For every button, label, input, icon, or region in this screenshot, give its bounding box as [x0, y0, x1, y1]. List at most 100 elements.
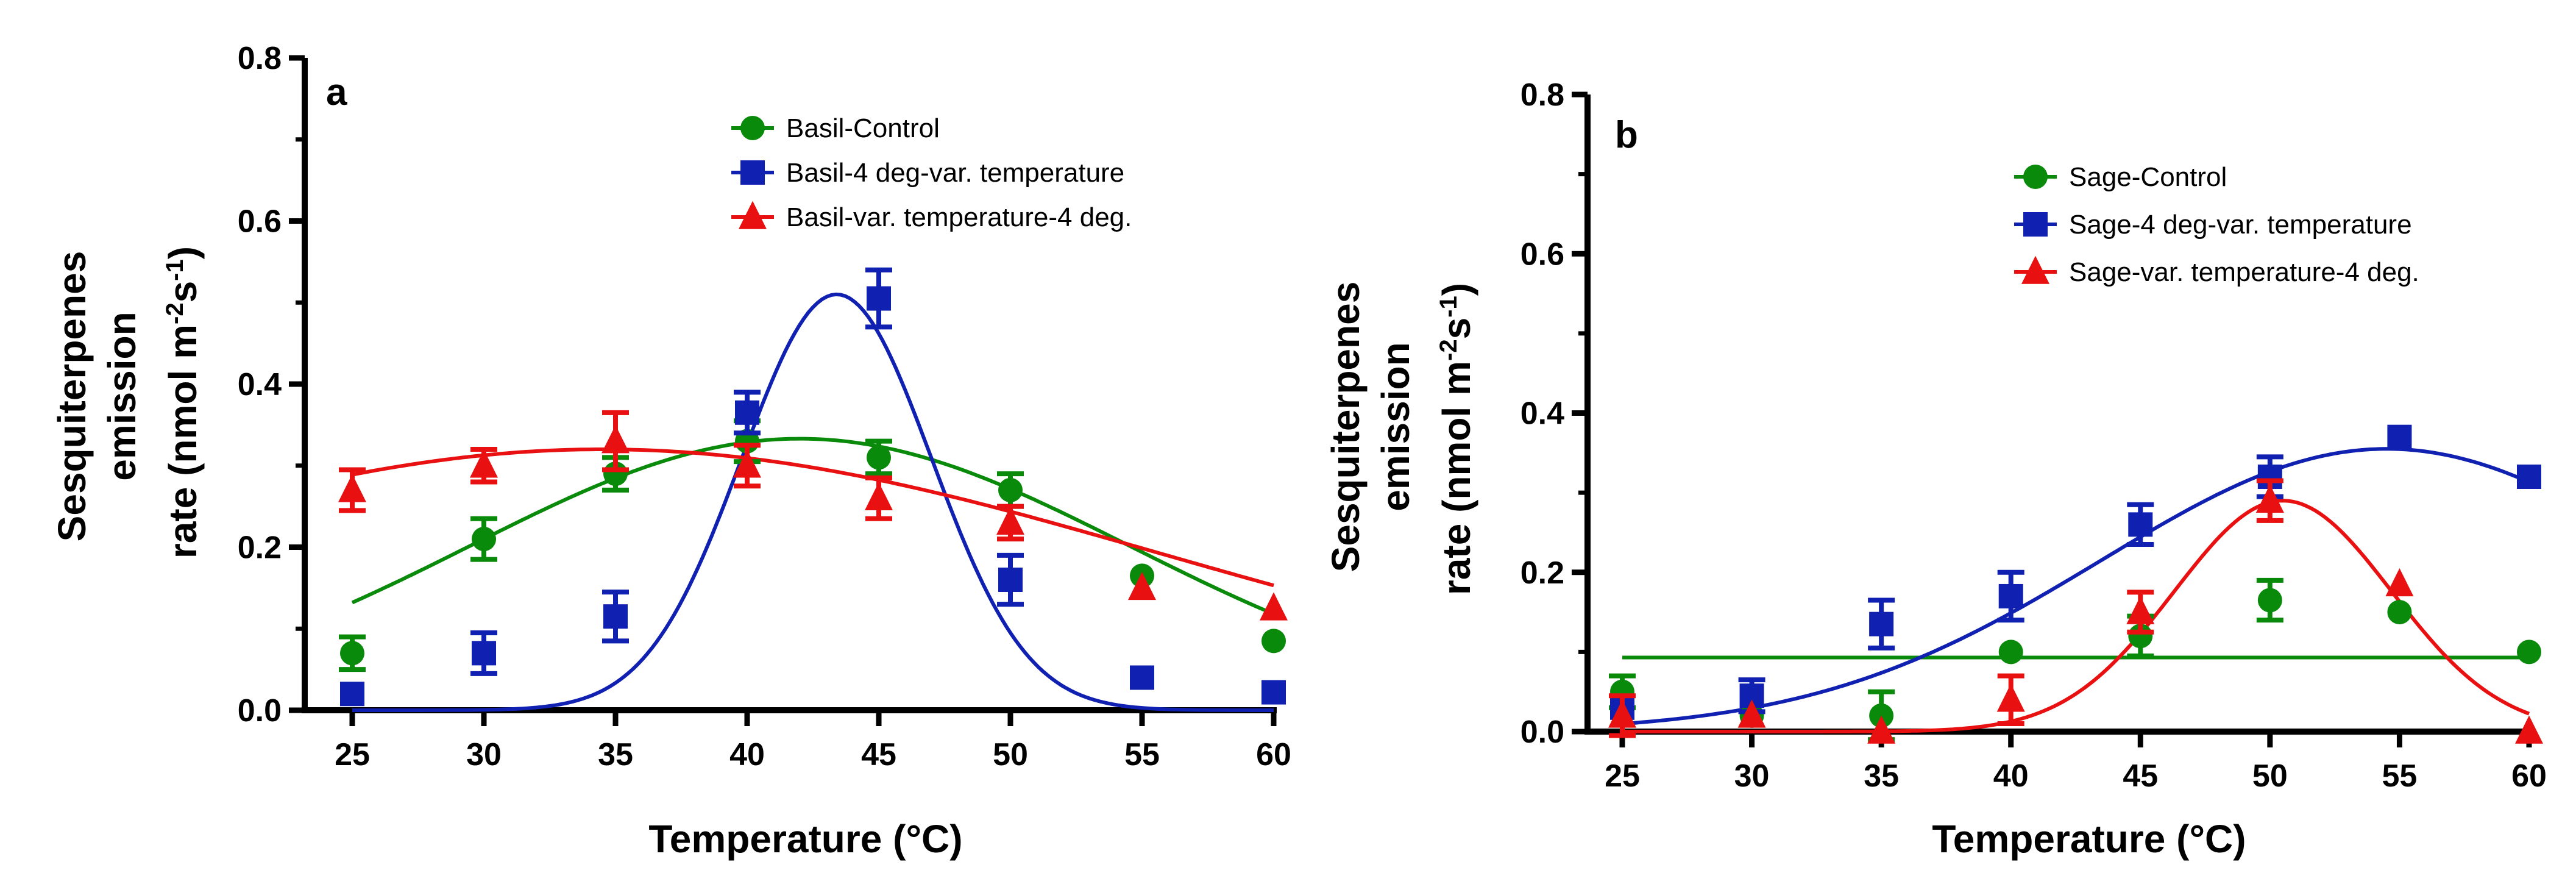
- panel-a-data-points: [338, 267, 1288, 707]
- panel-b-ylabel-line1: Sesquiterpenes: [1324, 282, 1368, 572]
- panel-b-legend-item-0: Sage-Control: [2014, 162, 2227, 192]
- panel-b-point-s2: [1996, 683, 2025, 712]
- panel-b-legend-item-2: Sage-var. temperature-4 deg.: [2014, 255, 2419, 287]
- panel-b-point-s2: [1867, 715, 1896, 744]
- panel-a-point-s2: [996, 506, 1024, 535]
- panel-b-xtick-label: 25: [1605, 758, 1640, 794]
- panel-a-ytick-label: 0.2: [238, 530, 282, 566]
- panel-b-point-s2: [2385, 568, 2414, 597]
- panel-b-axes: 0.0 0.2 0.4 0.6 0.8 25 30 35 40 45 50 55 60: [1520, 77, 2547, 794]
- panel-b-xtick-label: 45: [2123, 758, 2158, 794]
- panel-b-point-s2: [2515, 715, 2543, 744]
- panel-a-fit-curves: [351, 292, 1275, 712]
- panel-b-legend-label-1: Sage-4 deg-var. temperature: [2069, 210, 2412, 240]
- panel-a-axes: 0.0 0.2 0.4 0.6 0.8 25 30 35 40 45 50 55 60: [238, 41, 1291, 772]
- panel-a-legend-marker-1: [740, 160, 765, 185]
- panel-b-ylabel-line2: emission: [1374, 342, 1418, 511]
- panel-a-point-s0: [340, 641, 364, 666]
- panel-a-xtick-label: 50: [993, 737, 1028, 772]
- panel-b-point-s0: [2257, 588, 2282, 613]
- panel-b-legend-label-0: Sage-Control: [2069, 162, 2227, 192]
- panel-a-point-s2: [470, 449, 498, 478]
- panel-b-ylabel-line3: rate (nmol m-2s-1): [1435, 283, 1478, 595]
- panel-b-point-s1: [2517, 465, 2541, 489]
- panel-a-ylabel-sup2: -1: [161, 259, 188, 281]
- panel-b-point-s2: [1737, 699, 1766, 728]
- panel-a-point-s1: [1130, 665, 1154, 690]
- panel-a-ylabel-rate: rate (nmol m: [161, 324, 205, 558]
- panel-a-point-s0: [998, 477, 1023, 502]
- panel-a-ylabel-close: ): [161, 246, 205, 259]
- panel-a: a 0.0 0.2 0.4 0.6 0.8 25 30 35 40 45 50 55 60 Basil-…: [50, 41, 1291, 861]
- panel-b-legend-marker-0: [2023, 165, 2048, 189]
- panel-a-legend-item-0: Basil-Control: [731, 113, 940, 143]
- panel-b-xtick-label: 55: [2382, 758, 2418, 794]
- panel-a-point-s1: [340, 682, 364, 707]
- panel-a-xtick-label: 35: [598, 737, 633, 772]
- panel-a-xtick-label: 30: [466, 737, 502, 772]
- panel-a-point-s0: [472, 527, 496, 552]
- panel-b-ylabel: Sesquiterpenes emission rate (nmol m-2s-…: [1324, 282, 1478, 595]
- panel-b-ylabel-rate: rate (nmol m: [1435, 361, 1478, 595]
- panel-a-legend-label-0: Basil-Control: [786, 113, 940, 143]
- panel-b-point-s0: [2387, 600, 2412, 625]
- panel-a-point-s2: [338, 474, 366, 502]
- panel-a-xlabel: Temperature (°C): [648, 817, 962, 861]
- panel-b-legend-item-1: Sage-4 deg-var. temperature: [2014, 210, 2412, 240]
- panel-a-point-s1: [735, 400, 759, 425]
- panel-b-point-s2: [1608, 699, 1636, 728]
- panel-a-ylabel: Sesquiterpenes emission rate (nmol m-2s-…: [50, 246, 205, 558]
- panel-b-ytick-label: 0.4: [1520, 396, 1564, 432]
- panel-a-letter: a: [326, 71, 347, 113]
- panel-a-xtick-label: 55: [1124, 737, 1160, 772]
- panel-b-ytick-label: 0.2: [1520, 555, 1564, 591]
- panel-a-point-s0: [1261, 629, 1286, 654]
- panel-b-point-s0: [2517, 640, 2541, 665]
- panel-a-point-s2: [865, 482, 893, 511]
- panel-b-xtick-label: 60: [2511, 758, 2547, 794]
- panel-b-point-s2: [2255, 484, 2284, 513]
- panel-a-ylabel-sup1: -2: [161, 302, 188, 324]
- panel-b-ytick-label: 0.8: [1520, 77, 1564, 113]
- panel-b-ylabel-close: ): [1435, 283, 1478, 296]
- panel-a-legend-marker-0: [740, 116, 765, 140]
- panel-a-fit-1: [352, 292, 1274, 712]
- panel-a-xtick-label: 40: [729, 737, 765, 772]
- panel-a-point-s0: [867, 445, 891, 470]
- panel-a-point-s2: [733, 449, 761, 478]
- panel-a-legend-label-2: Basil-var. temperature-4 deg.: [786, 202, 1132, 232]
- panel-b-point-s0: [1998, 640, 2023, 665]
- panel-b-ytick-label: 0.6: [1520, 237, 1564, 272]
- panel-a-ylabel-line3: rate (nmol m-2s-1): [161, 246, 205, 558]
- panel-a-legend-item-1: Basil-4 deg-var. temperature: [731, 158, 1124, 188]
- panel-a-point-s2: [1128, 571, 1156, 601]
- panel-b-letter: b: [1615, 114, 1638, 156]
- panel-a-legend-marker-2: [739, 201, 767, 229]
- panel-a-xtick-label: 25: [335, 737, 370, 772]
- panel-a-fit-2: [352, 447, 1274, 588]
- panel-b-xtick-label: 50: [2252, 758, 2288, 794]
- panel-b-point-s1: [1998, 583, 2023, 608]
- panel-a-point-s1: [603, 604, 628, 629]
- panel-b-ylabel-sup2: -1: [1435, 296, 1462, 318]
- panel-a-ytick-label: 0.6: [238, 204, 282, 240]
- panel-a-ytick-label: 0.0: [238, 693, 282, 729]
- panel-b-xtick-label: 35: [1864, 758, 1899, 794]
- panel-b-point-s2: [2126, 596, 2155, 624]
- panel-a-xtick-label: 45: [861, 737, 896, 772]
- panel-b-ylabel-sup1: -2: [1435, 339, 1462, 361]
- panel-a-point-s2: [601, 425, 630, 454]
- panel-a-ylabel-line1: Sesquiterpenes: [50, 251, 94, 542]
- panel-a-point-s1: [1261, 680, 1286, 705]
- panel-b-point-s1: [2387, 424, 2412, 449]
- panel-a-point-s1: [998, 568, 1023, 592]
- panel-a-ylabel-line2: emission: [100, 312, 144, 480]
- panel-a-ylabel-s: s: [161, 281, 205, 303]
- panel-b-fit-1: [1622, 447, 2530, 726]
- panel-b-legend-marker-1: [2023, 212, 2048, 237]
- panel-a-point-s1: [472, 641, 496, 666]
- panel-b-legend: Sage-Control Sage-4 deg-var. temperature S…: [2014, 162, 2419, 287]
- panel-b-ylabel-s: s: [1435, 318, 1478, 340]
- panel-b-data-points: [1608, 424, 2543, 744]
